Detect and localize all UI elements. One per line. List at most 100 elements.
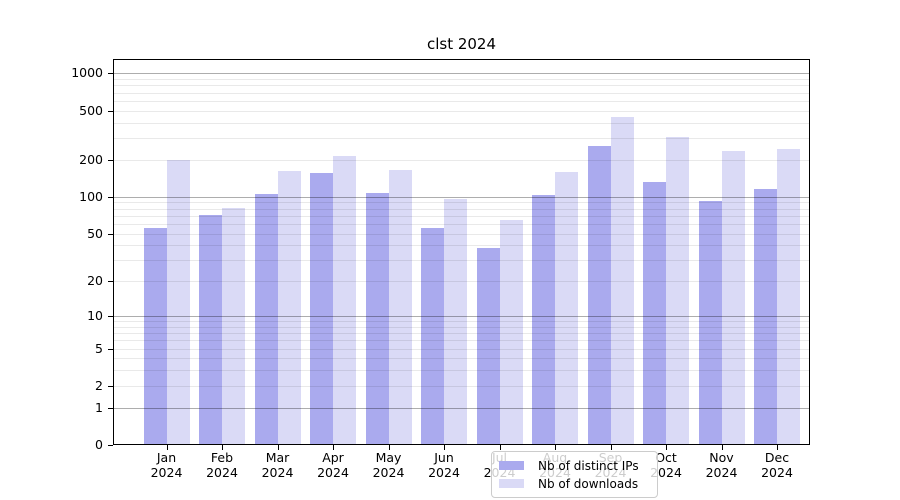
y-tick-100 [108, 196, 113, 198]
legend-swatch-downloads-icon [499, 479, 524, 488]
gridline-70 [113, 215, 810, 217]
month-label: Apr [322, 450, 344, 465]
gridline-30 [113, 260, 810, 262]
bar-dec-distinct-ips [754, 189, 777, 445]
y-tick-0 [108, 445, 113, 446]
bar-aug-downloads [555, 171, 578, 445]
y-tick-10 [108, 316, 113, 317]
bar-may-distinct-ips [365, 192, 389, 445]
y-tick-1000 [108, 73, 113, 75]
bar-mar-downloads [277, 170, 301, 445]
gridline-100 [113, 196, 810, 198]
x-tick-feb [222, 445, 223, 450]
month-label: Dec [764, 450, 790, 465]
gridlines-layer [113, 59, 810, 445]
x-tick-apr [333, 445, 334, 450]
gridline-7 [113, 333, 810, 335]
gridline-900 [113, 79, 810, 80]
x-tick-jan [166, 445, 168, 450]
legend-label-downloads: Nb of downloads [538, 476, 639, 491]
bar-oct-distinct-ips [643, 181, 666, 445]
gridline-80 [113, 208, 810, 210]
gridline-8 [113, 326, 810, 328]
bar-feb-downloads [222, 207, 245, 445]
gridline-90 [113, 202, 810, 204]
gridline-50 [113, 233, 810, 235]
gridline-60 [113, 223, 810, 225]
x-tick-sep [610, 445, 612, 450]
legend-item-distinct-ips: Nb of distinct IPs [499, 459, 651, 473]
x-tick-label-mar: Mar 2024 [243, 450, 313, 480]
gridline-500 [113, 110, 810, 112]
y-tick-label-0: 0 [95, 437, 103, 452]
bars-layer [113, 59, 810, 445]
legend-item-downloads: Nb of downloads [499, 477, 651, 491]
bar-sep-downloads [610, 117, 634, 445]
bar-aug-distinct-ips [532, 195, 555, 445]
x-tick-oct [666, 445, 667, 450]
x-tick-jun [444, 445, 445, 450]
chart-title: clst 2024 [426, 35, 497, 53]
gridline-1000 [113, 73, 810, 75]
x-tick-label-apr: Apr 2024 [298, 450, 368, 480]
gridline-9 [113, 321, 810, 323]
bar-sep-distinct-ips [587, 146, 611, 445]
x-tick-mar [277, 445, 279, 450]
gridline-1 [113, 407, 810, 409]
year-label: 2024 [761, 465, 793, 480]
bar-jan-downloads [166, 159, 190, 445]
gridline-2 [113, 385, 810, 387]
x-tick-jul [499, 445, 501, 450]
year-label: 2024 [428, 465, 460, 480]
bar-nov-distinct-ips [698, 201, 722, 445]
month-label: May [375, 450, 402, 465]
gridline-600 [113, 100, 810, 102]
y-tick-1 [108, 407, 113, 409]
gridline-4 [113, 358, 810, 360]
x-tick-label-jan: Jan 2024 [132, 450, 202, 480]
y-tick-2 [108, 385, 113, 387]
y-tick-label-1000: 1000 [71, 65, 103, 81]
bar-jun-distinct-ips [421, 228, 444, 445]
month-label: Jun [434, 450, 454, 465]
y-tick-label-100: 100 [79, 188, 103, 204]
x-tick-label-jun: Jun 2024 [409, 450, 479, 480]
bar-jan-distinct-ips [143, 228, 167, 445]
y-tick-20 [108, 281, 113, 283]
y-tick-label-2: 2 [95, 377, 103, 393]
x-tick-dec [777, 445, 778, 450]
y-tick-200 [108, 159, 113, 161]
gridline-20 [113, 281, 810, 283]
y-tick-label-50: 50 [87, 225, 103, 241]
y-tick-label-200: 200 [79, 151, 103, 167]
month-label: Jan [156, 450, 177, 465]
bar-jul-distinct-ips [476, 247, 500, 445]
month-label: Feb [210, 450, 234, 465]
legend: Nb of distinct IPs Nb of downloads [491, 451, 658, 498]
month-label: Oct [655, 450, 677, 465]
x-tick-may [388, 445, 390, 450]
x-tick-aug [555, 445, 556, 450]
gridline-700 [113, 92, 810, 94]
x-tick-label-may: May 2024 [354, 450, 424, 480]
legend-swatch-distinct-ips-icon [499, 461, 524, 470]
bar-jun-downloads [444, 199, 467, 445]
x-tick-nov [721, 445, 723, 450]
x-tick-label-dec: Dec 2024 [742, 450, 812, 480]
bar-oct-downloads [666, 137, 689, 445]
bar-nov-downloads [721, 151, 745, 445]
gridline-200 [113, 159, 810, 161]
x-tick-label-feb: Feb 2024 [187, 450, 257, 480]
legend-label-distinct-ips: Nb of distinct IPs [538, 458, 639, 473]
year-label: 2024 [206, 465, 238, 480]
y-tick-label-10: 10 [87, 308, 103, 323]
bar-mar-distinct-ips [254, 193, 278, 445]
y-tick-label-20: 20 [87, 273, 103, 289]
year-label: 2024 [650, 465, 682, 480]
month-label: Mar [265, 450, 290, 465]
gridline-6 [113, 340, 810, 342]
month-label: Nov [709, 450, 734, 465]
y-tick-label-1: 1 [95, 399, 103, 415]
y-tick-5 [108, 348, 113, 350]
gridline-800 [113, 85, 810, 87]
